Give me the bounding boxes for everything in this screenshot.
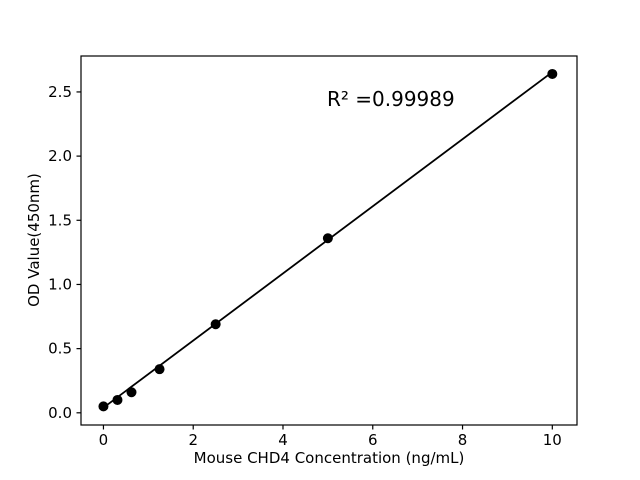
data-point <box>210 319 221 330</box>
plot-border <box>80 55 578 426</box>
y-tick-label: 1.5 <box>48 211 72 229</box>
y-axis-label: OD Value(450nm) <box>25 173 43 307</box>
x-tick-label: 2 <box>188 431 198 449</box>
data-point <box>547 68 558 79</box>
y-tick-label: 2.5 <box>48 83 72 101</box>
data-point <box>98 401 109 412</box>
x-tick-label: 6 <box>368 431 378 449</box>
data-point <box>126 387 137 398</box>
data-point <box>112 394 123 405</box>
y-tick-label: 0.5 <box>48 340 72 358</box>
x-tick-label: 10 <box>543 431 562 449</box>
data-point <box>154 364 165 375</box>
x-axis-label: Mouse CHD4 Concentration (ng/mL) <box>193 449 465 467</box>
x-tick-label: 0 <box>99 431 109 449</box>
y-tick-label: 0.0 <box>48 404 72 422</box>
x-tick-label: 8 <box>458 431 468 449</box>
x-tick-label: 4 <box>278 431 288 449</box>
r-squared-annotation: R² =0.99989 <box>327 87 455 111</box>
data-point <box>322 233 333 244</box>
y-tick-label: 1.0 <box>48 275 72 293</box>
y-tick-label: 2.0 <box>48 147 72 165</box>
